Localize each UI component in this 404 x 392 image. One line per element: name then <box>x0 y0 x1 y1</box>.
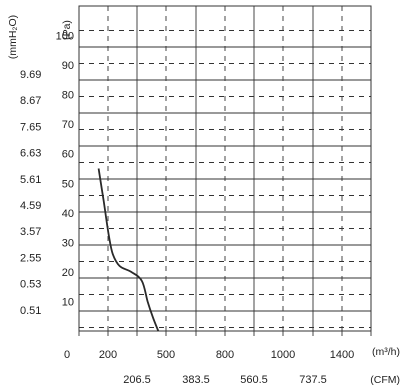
mmh2o-tick-label: 7.65 <box>20 121 41 133</box>
mmh2o-tick-label: 9.69 <box>20 69 41 81</box>
pa-tick-label: 40 <box>62 208 74 220</box>
pa-tick-label: 90 <box>62 60 74 72</box>
pa-tick-label: 60 <box>62 149 74 161</box>
pa-tick-label: 80 <box>62 90 74 102</box>
mmh2o-tick-label: 5.61 <box>20 174 41 186</box>
x-unit-m3h: (m³/h) <box>372 346 400 358</box>
cfm-tick-labels: 206.5 383.5 560.5 737.5 <box>123 374 327 386</box>
pa-tick-label: 70 <box>62 119 74 131</box>
mmh2o-tick-label: 6.63 <box>20 148 41 160</box>
mmh2o-tick-label: 2.55 <box>20 252 41 264</box>
m3h-tick-label: 1400 <box>330 349 354 361</box>
cfm-tick-label: 206.5 <box>123 374 151 386</box>
mmh2o-tick-label: 4.59 <box>20 200 41 212</box>
chart-grid <box>78 6 372 336</box>
mmh2o-tick-label: 8.67 <box>20 95 41 107</box>
cfm-tick-label: 737.5 <box>299 374 327 386</box>
mmh2o-tick-label: 3.57 <box>20 226 41 238</box>
plot-frame <box>78 5 372 332</box>
y-unit-mmh2o: (mmH₂O) <box>7 15 19 59</box>
series-line <box>97 168 160 332</box>
mmh2o-tick-label: 0.51 <box>20 305 41 317</box>
m3h-tick-label: 200 <box>99 349 117 361</box>
mmh2o-tick-label: 0.53 <box>20 279 41 291</box>
m3h-tick-label: 800 <box>216 349 234 361</box>
cfm-tick-label: 560.5 <box>240 374 268 386</box>
m3h-tick-label: 1000 <box>271 349 295 361</box>
mmh2o-tick-labels: 0.51 0.53 2.55 3.57 4.59 5.61 6.63 7.65 8.67 9.69 <box>20 69 41 317</box>
m3h-tick-label: 500 <box>157 349 175 361</box>
m3h-tick-labels: 200 500 800 1000 1400 <box>99 349 354 361</box>
cfm-tick-label: 383.5 <box>182 374 210 386</box>
pa-tick-label: 50 <box>62 178 74 190</box>
pa-tick-label: 100 <box>56 31 74 43</box>
y-unit-pa: (Pa) <box>61 20 73 40</box>
pa-tick-labels: 10 20 30 40 50 60 70 80 90 100 <box>56 31 74 309</box>
pa-tick-label: 20 <box>62 267 74 279</box>
x-unit-cfm: (CFM) <box>370 374 400 386</box>
series-layer <box>97 168 160 332</box>
pa-tick-label: 30 <box>62 237 74 249</box>
x-zero-label: 0 <box>64 349 70 361</box>
pa-tick-label: 10 <box>62 296 74 308</box>
